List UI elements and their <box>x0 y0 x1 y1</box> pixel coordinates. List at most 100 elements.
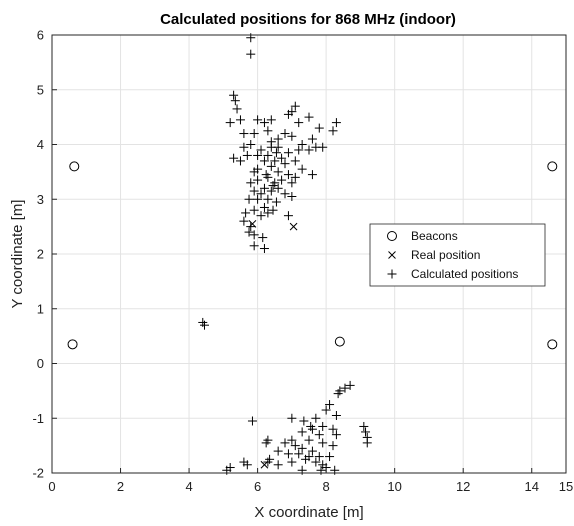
calculated-position-marker <box>361 427 371 437</box>
legend-label: Calculated positions <box>411 267 518 281</box>
calculated-position-marker <box>340 383 350 393</box>
calculated-position-marker <box>314 452 324 462</box>
calculated-position-marker <box>314 430 324 440</box>
calculated-position-marker <box>287 178 297 188</box>
calculated-position-marker <box>258 233 268 243</box>
calculated-position-marker <box>246 49 256 59</box>
calculated-position-marker <box>229 153 239 163</box>
legend-label: Beacons <box>411 229 458 243</box>
calculated-position-marker <box>307 446 317 456</box>
calculated-position-marker <box>273 446 283 456</box>
calculated-position-marker <box>331 118 341 128</box>
calculated-position-marker <box>307 424 317 434</box>
calculated-position-marker <box>314 123 324 133</box>
y-tick-label: 6 <box>37 28 44 43</box>
calculated-position-marker <box>283 211 293 221</box>
x-tick-label: 12 <box>456 479 470 494</box>
calculated-position-marker <box>280 129 290 139</box>
calculated-position-marker <box>283 449 293 459</box>
y-tick-label: 5 <box>37 82 44 97</box>
real-position-marker <box>289 222 298 231</box>
x-tick-label: 0 <box>48 479 55 494</box>
calculated-position-marker <box>249 241 259 251</box>
calculated-position-marker <box>271 148 281 158</box>
legend-real-position-marker <box>388 251 396 259</box>
calculated-position-marker <box>290 441 300 451</box>
calculated-position-marker <box>266 161 276 171</box>
calculated-position-marker <box>261 438 271 448</box>
calculated-position-marker <box>283 170 293 180</box>
beacon-marker <box>67 339 78 350</box>
calculated-position-marker <box>280 159 290 169</box>
calculated-position-marker <box>273 183 283 193</box>
calculated-position-marker <box>246 140 256 149</box>
calculated-position-marker <box>268 205 278 215</box>
calculated-position-marker <box>318 438 328 448</box>
calculated-position-marker <box>256 189 266 199</box>
legend-calculated-position-marker <box>387 269 397 279</box>
calculated-position-marker <box>287 107 297 117</box>
calculated-position-marker <box>259 118 269 128</box>
beacon-marker <box>69 161 80 172</box>
calculated-position-marker <box>297 443 307 453</box>
legend-label: Real position <box>411 248 480 262</box>
calculated-position-marker <box>263 208 273 218</box>
legend-beacon-marker <box>387 231 397 241</box>
calculated-position-marker <box>325 452 335 462</box>
calculated-position-marker <box>235 156 245 166</box>
calculated-position-marker <box>242 150 252 160</box>
calculated-position-marker <box>239 142 249 152</box>
calculated-position-marker <box>287 457 297 467</box>
calculated-position-marker <box>359 421 369 431</box>
calculated-position-marker <box>259 156 269 166</box>
calculated-position-marker <box>268 181 278 191</box>
calculated-position-marker <box>321 405 331 415</box>
calculated-position-marker <box>229 90 239 100</box>
legend-box <box>369 223 546 287</box>
calculated-position-marker <box>246 178 256 188</box>
chart-title: Calculated positions for 868 MHz (indoor… <box>160 11 456 28</box>
calculated-position-marker <box>244 227 254 237</box>
calculated-position-marker <box>266 137 276 147</box>
y-tick-label: 0 <box>37 356 44 371</box>
calculated-position-marker <box>294 449 304 459</box>
beacon-marker <box>547 339 558 350</box>
calculated-position-marker <box>277 153 287 163</box>
calculated-position-marker <box>256 145 266 155</box>
calculated-position-marker <box>333 389 343 399</box>
calculated-position-marker <box>287 192 297 202</box>
calculated-position-marker <box>239 216 249 226</box>
beacon-marker <box>334 336 345 347</box>
calculated-position-marker <box>263 194 273 204</box>
x-axis-label: X coordinate [m] <box>254 504 363 521</box>
calculated-position-marker <box>277 175 287 185</box>
beacon-marker <box>547 161 558 172</box>
calculated-position-marker <box>304 112 314 122</box>
calculated-position-marker <box>232 104 242 114</box>
calculated-position-marker <box>199 320 209 330</box>
calculated-position-marker <box>270 156 280 166</box>
calculated-position-marker <box>318 421 328 431</box>
calculated-position-marker <box>294 145 304 155</box>
calculated-position-marker <box>235 115 245 125</box>
calculated-position-marker <box>304 435 314 445</box>
x-tick-label: 8 <box>323 479 330 494</box>
calculated-position-marker <box>328 441 338 451</box>
calculated-position-marker <box>259 244 269 254</box>
calculated-position-marker <box>294 118 304 128</box>
calculated-position-marker <box>253 115 263 125</box>
y-tick-label: -2 <box>32 466 44 481</box>
x-tick-label: 15 <box>559 479 573 494</box>
calculated-position-marker <box>253 194 263 204</box>
calculated-position-marker <box>263 126 273 136</box>
calculated-position-marker <box>265 454 275 464</box>
calculated-position-marker <box>311 413 321 423</box>
calculated-position-marker <box>287 131 297 141</box>
legend-entries: Beacons Real position Calculated positions <box>387 229 518 281</box>
y-tick-label: 1 <box>37 301 44 316</box>
calculated-position-marker <box>331 411 341 421</box>
y-tick-label: 2 <box>37 247 44 262</box>
calculated-position-marker <box>318 142 328 152</box>
